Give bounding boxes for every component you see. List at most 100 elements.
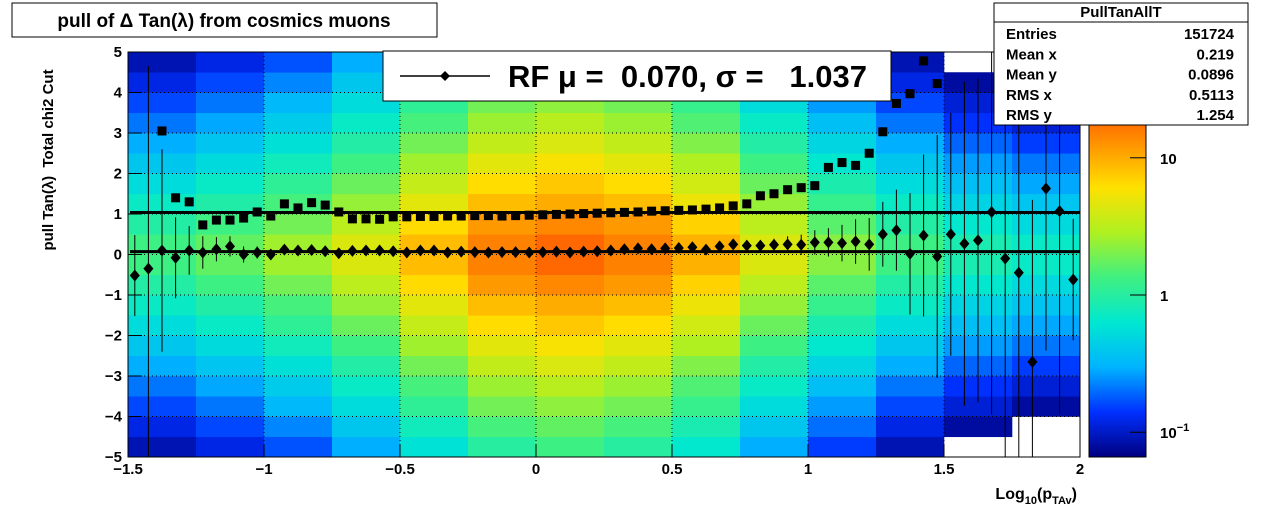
heat-cell <box>332 335 401 357</box>
legend-marker <box>440 71 450 81</box>
heat-cell <box>740 416 809 438</box>
z-tick-label: 10 <box>1160 151 1177 168</box>
heat-cell <box>740 315 809 336</box>
rms-marker <box>674 205 684 215</box>
rms-marker <box>415 211 425 221</box>
rms-marker <box>334 207 344 217</box>
mean-marker <box>687 241 698 254</box>
heat-cell <box>468 396 537 417</box>
heat-cell <box>468 355 537 377</box>
mean-marker <box>633 242 643 255</box>
rms-marker <box>633 207 643 217</box>
y-tick-label: −1 <box>105 287 122 304</box>
heat-cell <box>740 295 809 316</box>
stats-box <box>993 2 1249 126</box>
mean-marker <box>945 228 956 241</box>
heat-cell <box>604 416 673 438</box>
rms-marker <box>823 162 833 172</box>
rms-marker <box>266 211 276 221</box>
rms-marker <box>239 213 249 223</box>
mean-marker <box>932 250 943 263</box>
x-tick-label: 0.5 <box>662 461 683 478</box>
rms-marker <box>851 160 861 170</box>
mean-marker <box>782 238 793 251</box>
heat-cell <box>468 153 537 174</box>
heat-cell <box>876 376 945 397</box>
heat-cell <box>468 335 537 357</box>
stats-value: 1.254 <box>1196 107 1234 124</box>
heat-cell <box>128 376 197 397</box>
heat-cell <box>740 355 809 377</box>
heat-cell <box>740 112 809 134</box>
rms-marker <box>919 56 929 66</box>
heat-cell <box>944 396 1013 417</box>
y-tick-label: 1 <box>114 206 122 223</box>
rms-marker <box>402 212 412 222</box>
rms-marker <box>905 89 915 99</box>
heat-cell <box>332 436 401 457</box>
heat-cell <box>808 376 877 397</box>
heat-cell <box>808 396 877 417</box>
heat-cell <box>400 355 469 377</box>
x-tick-label: −1 <box>255 461 272 478</box>
rms-marker <box>388 212 398 222</box>
rms-marker <box>456 211 466 221</box>
heat-cell <box>468 254 537 276</box>
heat-cell <box>536 355 605 377</box>
heat-cell <box>808 416 877 438</box>
heat-cell <box>128 92 197 114</box>
heat-cell <box>1012 355 1080 377</box>
rms-marker <box>198 220 208 230</box>
rms-marker <box>606 208 616 218</box>
mean-marker <box>1054 205 1065 218</box>
heat-cell <box>672 173 741 195</box>
x-label-part: 10 <box>1025 495 1037 507</box>
heat-cell <box>196 112 265 134</box>
mean-marker <box>497 246 507 259</box>
heat-cell <box>604 376 673 397</box>
profile-overlay <box>129 52 1080 457</box>
heat-cell <box>536 254 605 276</box>
heat-cell <box>536 376 605 397</box>
heat-cell <box>604 295 673 316</box>
heat-cell <box>604 254 673 276</box>
rms-marker <box>592 208 602 218</box>
rms-marker <box>742 199 752 209</box>
mean-marker <box>918 229 929 242</box>
mean-marker <box>333 247 344 260</box>
heat-cell <box>604 315 673 336</box>
y-tick-label: −5 <box>105 449 122 466</box>
heat-cell <box>400 112 469 134</box>
heat-cell <box>332 193 401 215</box>
mean-marker <box>225 240 235 253</box>
heat-cell <box>876 436 945 457</box>
heat-cell <box>196 133 265 154</box>
rms-marker <box>307 198 317 208</box>
mean-marker <box>279 243 290 256</box>
rms-marker <box>511 211 521 221</box>
mean-marker <box>877 228 888 241</box>
heat-cell <box>672 112 741 134</box>
heat-cell <box>264 396 333 417</box>
heat-cell <box>468 315 537 336</box>
mean-marker <box>701 243 711 256</box>
heat-cell <box>332 295 401 316</box>
rms-marker <box>728 201 738 211</box>
mean-marker <box>578 245 589 258</box>
mean-marker <box>197 246 208 259</box>
heat-cell <box>196 193 265 215</box>
heat-cell <box>332 112 401 134</box>
heat-cell <box>604 214 673 235</box>
heat-cell <box>128 396 197 417</box>
heat-cell <box>876 72 945 93</box>
heat-cell <box>672 355 741 377</box>
heat-cell <box>672 214 741 235</box>
heat-cell <box>604 112 673 134</box>
mean-marker <box>796 238 807 251</box>
heat-cell <box>264 315 333 336</box>
y-tick-label: 2 <box>114 166 122 183</box>
heat-cell <box>672 376 741 397</box>
heat-cell <box>400 396 469 417</box>
stats-label: RMS x <box>1006 87 1053 104</box>
